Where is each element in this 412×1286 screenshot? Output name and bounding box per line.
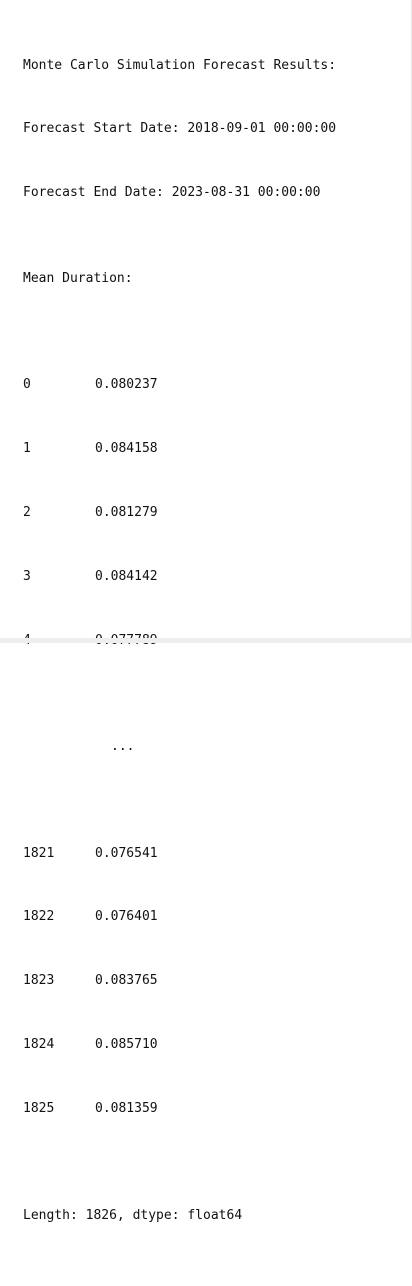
row-value: 0.083765 <box>95 973 158 989</box>
row-value: 0.080237 <box>95 377 158 393</box>
series-row: 1824 0.085710 <box>23 1034 336 1055</box>
row-value: 0.081359 <box>95 1101 158 1117</box>
stdout-output: Monte Carlo Simulation Forecast Results:… <box>23 12 336 1286</box>
mean-series-footer: Length: 1826, dtype: float64 <box>23 1207 243 1223</box>
row-index: 1821 <box>23 845 55 861</box>
row-value: 0.085710 <box>95 1037 158 1053</box>
row-index: 1825 <box>23 1101 55 1117</box>
row-value: 0.081279 <box>95 504 158 520</box>
results-header: Monte Carlo Simulation Forecast Results: <box>23 57 337 73</box>
mean-series-tail: 1821 0.076541 1822 0.076401 1823 0.083765 1… <box>23 800 336 1162</box>
mean-duration-title: Mean Duration: <box>23 270 133 286</box>
row-index: 1823 <box>23 973 55 989</box>
row-index: 0 <box>23 377 31 393</box>
forecast-start-line: Forecast Start Date: 2018-09-01 00:00:00 <box>23 121 337 137</box>
forecast-end-line: Forecast End Date: 2023-08-31 00:00:00 <box>23 185 321 201</box>
series-row: 3 0.084142 <box>23 566 336 587</box>
row-index: 1 <box>23 440 31 456</box>
series-row: 1825 0.081359 <box>23 1098 336 1119</box>
series-row: 1821 0.076541 <box>23 843 336 864</box>
row-index: 1822 <box>23 909 55 925</box>
row-index: 1824 <box>23 1037 55 1053</box>
row-value: 0.084158 <box>95 440 158 456</box>
series-row: 1 0.084158 <box>23 438 336 459</box>
row-index: 2 <box>23 504 31 520</box>
output-cell: Monte Carlo Simulation Forecast Results:… <box>0 0 412 1223</box>
series-row: 1823 0.083765 <box>23 970 336 991</box>
series-row: 1822 0.076401 <box>23 906 336 927</box>
series-row: 2 0.081279 <box>23 502 336 523</box>
row-index: 3 <box>23 568 31 584</box>
row-value: 0.084142 <box>95 568 158 584</box>
row-value: 0.076541 <box>95 845 158 861</box>
series-row: 0 0.080237 <box>23 374 336 395</box>
series-ellipsis: ... <box>111 739 135 755</box>
row-value: 0.076401 <box>95 909 158 925</box>
horizontal-scrollbar[interactable] <box>0 638 412 643</box>
